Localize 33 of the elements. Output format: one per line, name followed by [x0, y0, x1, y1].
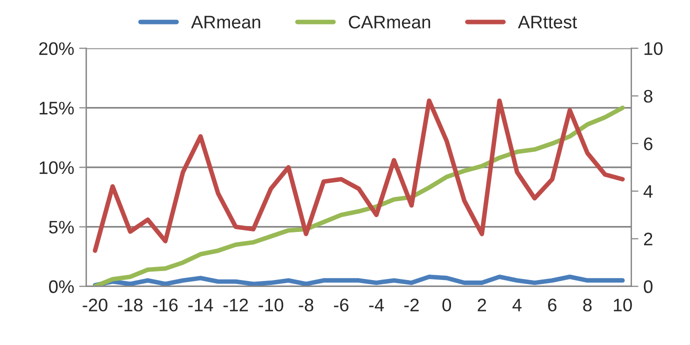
legend-label: ARttest	[518, 16, 577, 28]
y2-tick-label: 10	[644, 42, 663, 56]
x-tick-label: -4	[369, 298, 384, 312]
legend-label: CARmean	[348, 16, 430, 28]
x-tick-label: -20	[82, 298, 108, 312]
y2-tick-label: 6	[644, 137, 652, 150]
y2-tick-label: 4	[644, 185, 653, 198]
y-tick-label: 0%	[49, 280, 74, 294]
x-tick-label: 10	[614, 298, 632, 312]
x-tick-label: -18	[118, 298, 142, 312]
x-tick-label: 8	[583, 298, 592, 312]
x-tick-label: 6	[548, 298, 556, 312]
x-tick-label: 4	[512, 298, 522, 312]
x-tick-label: -12	[223, 298, 248, 312]
x-tick-label: -14	[188, 298, 214, 312]
x-tick-label: -10	[258, 298, 284, 312]
y2-tick-label: 0	[644, 280, 652, 294]
x-tick-label: -2	[404, 298, 419, 312]
line-series	[92, 98, 625, 253]
line-series	[92, 274, 625, 286]
y2-tick-label: 2	[644, 232, 652, 246]
x-tick-label: 2	[478, 298, 486, 312]
x-tick-label: -16	[153, 298, 178, 312]
legend-label: ARmean	[191, 16, 260, 28]
y-tick-label: 5%	[49, 220, 74, 234]
y2-tick-label: 8	[644, 90, 652, 103]
y-tick-label: 20%	[39, 42, 74, 56]
x-tick-label: -8	[298, 298, 314, 312]
y-tick-label: 15%	[40, 102, 74, 115]
line-series	[92, 106, 625, 286]
x-tick-label: -6	[334, 298, 348, 312]
y-tick-label: 10%	[40, 161, 74, 174]
x-tick-label: 0	[442, 298, 452, 312]
